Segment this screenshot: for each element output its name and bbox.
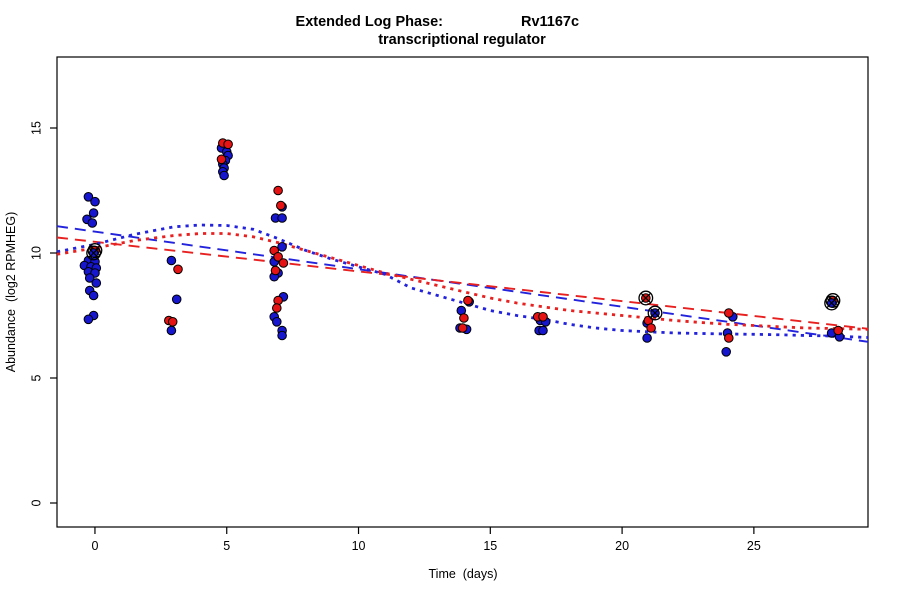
data-point-red: [724, 308, 734, 318]
data-point-red: [270, 265, 281, 276]
x-tick-label: 5: [223, 539, 230, 553]
circled-sample-cross: [640, 292, 652, 304]
x-tick-label: 0: [91, 539, 98, 553]
data-point-red: [173, 264, 183, 275]
plot-area: 0 5 10 15 20 25 0 5 10 15: [29, 56, 869, 553]
chart-title-line2: transcriptional regulator: [378, 32, 546, 48]
data-point-red: [167, 317, 178, 327]
x-tick-label: 15: [483, 539, 497, 553]
data-point-red: [273, 251, 283, 262]
data-point-red: [223, 139, 233, 150]
data-point-blue: [87, 218, 98, 228]
y-axis-label: Abundance (log2 RPMHEG): [4, 212, 18, 373]
y-tick-label: 5: [29, 374, 43, 381]
data-point-red: [278, 258, 289, 268]
circled-sample-ring: [647, 305, 663, 321]
data-point-blue: [219, 170, 229, 181]
data-point-red: [272, 303, 282, 313]
data-point-blue: [83, 192, 94, 202]
data-point-blue: [277, 242, 287, 252]
circled-sample-cross: [649, 307, 661, 319]
data-point-red: [273, 185, 283, 196]
x-tick-label: 20: [615, 539, 629, 553]
data-point-red: [833, 325, 844, 336]
data-point-red: [459, 313, 469, 323]
linear-fit-blue: [56, 225, 869, 343]
chart-title-gene: Rv1167c: [521, 14, 579, 30]
linear-fit-red: [56, 236, 869, 330]
data-point-blue: [91, 278, 102, 288]
data-point-blue: [642, 333, 652, 343]
data-point-red: [463, 295, 473, 306]
chart-title-left: Extended Log Phase:: [296, 14, 443, 30]
circled-sample-ring: [638, 290, 654, 306]
data-point-blue: [277, 213, 287, 223]
y-tick-label: 10: [29, 246, 43, 260]
x-tick-label: 25: [747, 539, 761, 553]
data-point-blue: [166, 255, 177, 266]
circled-sample-ring: [824, 295, 840, 311]
data-point-red: [216, 154, 227, 165]
data-point-blue: [721, 347, 732, 357]
x-axis-label: Time (days): [429, 567, 498, 581]
loess-fit-blue: [56, 223, 869, 339]
data-point-red: [276, 200, 286, 211]
data-point-red: [646, 323, 656, 333]
data-point-blue: [277, 330, 287, 341]
data-point-blue: [88, 208, 99, 218]
loess-fit-red: [56, 232, 869, 331]
circled-sample-cross: [88, 247, 99, 259]
data-point-blue: [83, 314, 94, 325]
data-point-blue: [538, 325, 548, 336]
data-point-blue: [88, 290, 99, 301]
data-point-blue: [171, 294, 182, 305]
data-point-blue: [166, 325, 177, 336]
circled-sample-cross: [826, 297, 837, 309]
data-point-red: [724, 333, 734, 343]
x-tick-label: 10: [352, 539, 366, 553]
plot-border: [56, 56, 869, 528]
y-tick-label: 0: [29, 499, 43, 506]
data-point-red: [457, 323, 468, 333]
circled-sample-ring: [86, 245, 102, 261]
data-point-blue: [90, 196, 100, 207]
data-point-red: [538, 312, 548, 322]
data-point-blue: [272, 317, 282, 327]
y-tick-label: 15: [29, 121, 43, 135]
data-point-blue: [84, 273, 95, 283]
